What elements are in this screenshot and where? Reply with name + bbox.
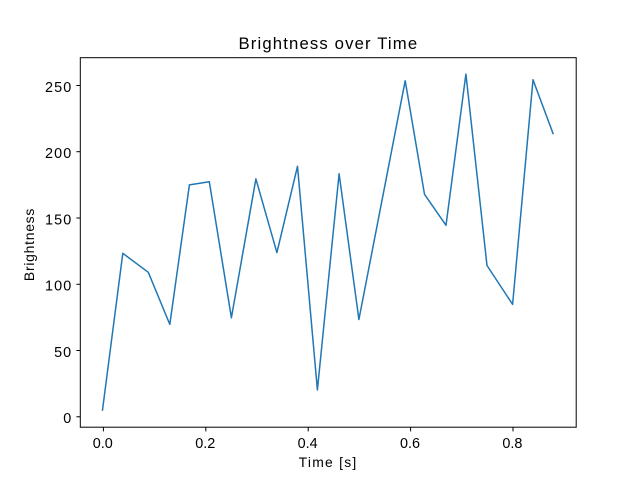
svg-text:0: 0: [63, 411, 72, 427]
svg-text:0.8: 0.8: [502, 436, 522, 452]
svg-text:50: 50: [54, 345, 72, 361]
svg-text:200: 200: [45, 146, 72, 162]
svg-text:0.0: 0.0: [93, 436, 113, 452]
svg-text:0.4: 0.4: [298, 436, 318, 452]
svg-text:Brightness over Time: Brightness over Time: [239, 34, 419, 53]
svg-text:250: 250: [45, 80, 72, 96]
svg-text:Time [s]: Time [s]: [299, 454, 358, 470]
svg-text:100: 100: [45, 279, 72, 295]
svg-text:150: 150: [45, 212, 72, 228]
svg-text:0.6: 0.6: [400, 436, 420, 452]
svg-text:0.2: 0.2: [195, 436, 215, 452]
svg-text:Brightness: Brightness: [21, 208, 37, 281]
